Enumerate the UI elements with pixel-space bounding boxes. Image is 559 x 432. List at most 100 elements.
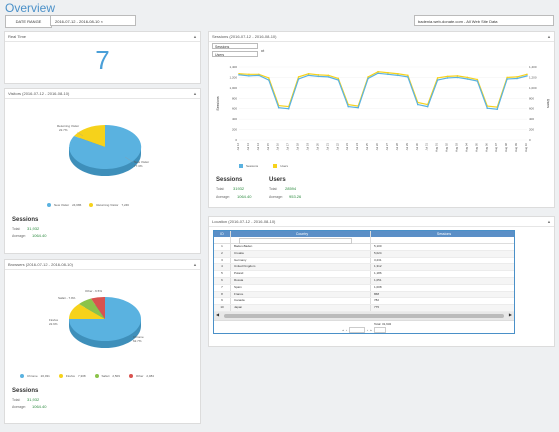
table-row[interactable]: 5 Poland 1,186 [214,271,514,278]
site-select[interactable]: badenia.web-donate.com - All Web Site Da… [414,15,554,26]
data-point[interactable] [506,78,508,80]
data-point[interactable] [297,78,300,80]
data-point[interactable] [238,74,240,76]
data-point[interactable] [397,74,399,77]
pie-slice-returning [74,125,105,147]
swap-icon[interactable]: ⇄ [261,48,265,53]
y2-tick-label: 600 [529,107,534,111]
x-tick-label: Jul 27 [385,143,389,151]
table-row[interactable]: 2 Croatia 5,024 [214,250,514,258]
scroll-left-icon[interactable]: ◀ [216,311,220,317]
data-point[interactable] [258,74,260,77]
data-point[interactable] [476,78,479,81]
scroll-thumb[interactable] [224,313,504,318]
data-point[interactable] [466,76,469,79]
next-page-icon[interactable]: › [367,327,368,332]
collapse-icon[interactable]: ▲ [193,91,197,96]
data-point[interactable] [397,72,399,75]
data-point[interactable] [287,107,290,110]
close-icon[interactable]: × [100,19,103,24]
table-row[interactable]: 6 Russia 1,051 [214,277,514,285]
data-point[interactable] [248,73,250,76]
data-point[interactable] [516,76,518,78]
collapse-icon[interactable]: ▲ [547,219,551,224]
metric-select-2[interactable]: Users [212,51,258,57]
column-header-id[interactable]: ID [214,231,231,237]
average-label: Average: [12,405,26,409]
data-point[interactable] [476,80,479,82]
date-range-input[interactable]: 2016-07-12 - 2016-08-10 × [50,15,136,26]
data-point[interactable] [267,77,270,79]
table-row[interactable]: 1 Baden-Baden 5,100 [214,244,514,251]
data-point[interactable] [387,73,389,76]
data-point[interactable] [426,105,429,108]
data-point[interactable] [486,107,489,109]
series-line-sessions [238,72,528,110]
metric-select-1[interactable]: Sessions [212,43,258,49]
data-point[interactable] [307,72,310,75]
series-line-users [238,71,528,108]
data-point[interactable] [516,77,518,80]
last-page-icon[interactable]: » [370,327,372,332]
data-point[interactable] [377,70,379,73]
data-point[interactable] [267,79,270,81]
sessions-panel: Sessions (2016-07-12 - 2016-08-10) ▲ Sess… [208,31,555,208]
collapse-icon[interactable]: ▲ [193,34,197,39]
data-point[interactable] [466,78,469,80]
horizontal-scrollbar[interactable]: ◀ ▶ [214,311,514,320]
data-point[interactable] [317,75,320,78]
column-header-country[interactable]: Country [231,231,371,237]
y2-tick-label: 200 [529,128,534,132]
data-point[interactable] [416,103,419,106]
data-point[interactable] [277,106,280,109]
data-point[interactable] [357,106,359,109]
data-point[interactable] [526,73,528,76]
data-point[interactable] [327,74,330,77]
data-point[interactable] [248,75,250,77]
data-point[interactable] [496,108,499,111]
country-filter-input[interactable] [239,238,352,244]
table-row[interactable]: 10 Japan 775 [214,305,514,312]
data-point[interactable] [407,76,409,78]
data-point[interactable] [456,76,459,79]
date-range-label: DATE RANGE [5,15,52,28]
data-point[interactable] [446,77,449,79]
data-point[interactable] [446,75,449,78]
prev-page-icon[interactable]: ‹ [346,327,347,332]
x-tick-label: Aug 09 [514,143,518,152]
data-point[interactable] [367,76,369,78]
data-point[interactable] [506,76,508,79]
table-row[interactable]: 9 Canada 782 [214,298,514,306]
collapse-icon[interactable]: ▲ [547,34,551,39]
data-point[interactable] [307,74,310,77]
scroll-right-icon[interactable]: ▶ [508,311,512,317]
data-point[interactable] [297,76,300,78]
page-input[interactable] [349,326,365,333]
first-page-icon[interactable]: « [342,327,344,332]
table-row[interactable]: 8 France 868 [214,291,514,299]
x-tick-label: Jul 29 [405,143,409,151]
data-point[interactable] [377,72,379,75]
page-size-select[interactable] [373,326,386,333]
table-row[interactable]: 3 Germany 3,231 [214,257,514,265]
data-point[interactable] [526,75,528,77]
data-point[interactable] [367,77,369,80]
data-point[interactable] [456,75,459,77]
legend-swatch [94,374,99,378]
table-row[interactable]: 7 Spain 1,008 [214,284,514,292]
visitors-pie: Returning Visitor 22.7% New Visitor 77.3… [57,124,149,176]
collapse-icon[interactable]: ▲ [193,262,197,267]
data-point[interactable] [436,79,439,81]
data-point[interactable] [387,71,389,74]
data-point[interactable] [337,79,340,81]
column-header-sessions[interactable]: Sessions [436,232,452,236]
data-point[interactable] [436,77,439,79]
x-tick-label: Jul 24 [355,143,359,151]
data-point[interactable] [337,77,340,80]
total-value: 31932 [233,186,245,191]
table-row[interactable]: 4 United Kingdom 1,312 [214,264,514,272]
data-point[interactable] [347,105,350,108]
data-point[interactable] [327,76,330,78]
data-point[interactable] [407,74,409,77]
data-point[interactable] [317,74,320,76]
